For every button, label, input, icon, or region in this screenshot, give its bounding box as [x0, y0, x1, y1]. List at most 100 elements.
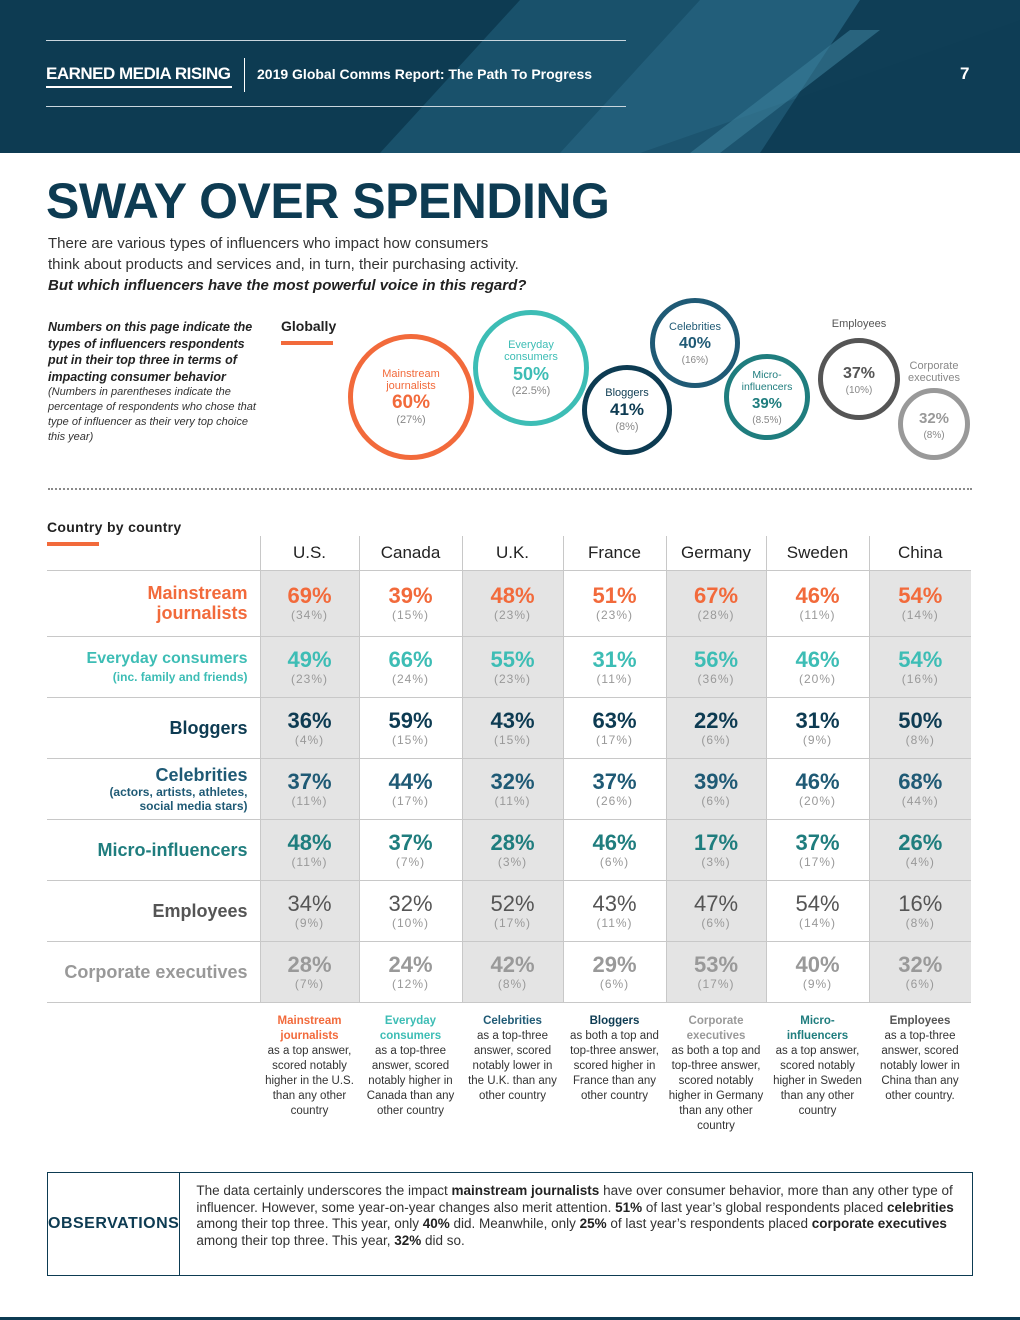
row-label-line: Mainstream [147, 583, 248, 603]
table-row: Mainstream journalists 69% (34%) 39% (15%)… [47, 569, 971, 636]
cell-top: (11%) [291, 854, 328, 869]
cell-value: 67% [693, 583, 739, 608]
header-background [380, 0, 1020, 153]
page-title: SWAY OVER SPENDING [46, 173, 610, 229]
callout-text: as a top-three answer, scored notably lo… [468, 1030, 557, 1102]
obs-segment: among their top three. This year, only [196, 1216, 423, 1231]
cell-top: (28%) [697, 608, 735, 622]
callout: Employees as a top-three answer, scored n… [869, 1014, 971, 1134]
cell-value: 50% [898, 707, 943, 733]
cell-value: 37% [287, 768, 332, 794]
callout-text: as a top-three answer, scored notably hi… [366, 1045, 455, 1117]
column-header: U.S. [259, 536, 359, 570]
bubble-top: (8.5%) [752, 414, 782, 426]
bubble-label: Bloggers [605, 387, 649, 399]
cell-value: 32% [388, 890, 433, 916]
callout-head: Bloggers [589, 1015, 640, 1027]
obs-segment: of last year’s respondents placed [606, 1216, 812, 1231]
table-row: Micro-influencers 48% (11%) 37% (7%) 28% (3… [47, 818, 971, 880]
callout-text: as both a top and top-three answer, scor… [570, 1030, 659, 1102]
cell-top: (12%) [391, 976, 429, 991]
callout-text: as a top-three answer, scored notably lo… [880, 1030, 960, 1102]
observations-text: The data certainly underscores the impac… [180, 1173, 972, 1275]
methodology-note: Numbers on this page indicate the types … [48, 319, 263, 445]
bubble-top: (22.5%) [511, 385, 551, 397]
bubble-pct: 40% [678, 334, 712, 352]
cell-top: (8%) [905, 915, 935, 930]
column-header: Sweden [765, 536, 869, 570]
obs-bold: 32% [394, 1232, 422, 1248]
cell-top: (6%) [599, 854, 630, 869]
cell-value: 59% [388, 707, 433, 733]
cell-top: (23%) [290, 671, 328, 686]
callout: Corporate executives as both a top and to… [666, 1014, 766, 1134]
cell-top: (8%) [905, 732, 935, 747]
cell-value: 26% [898, 829, 943, 855]
cell-top: (36%) [697, 671, 735, 686]
cell-top: (20%) [798, 793, 836, 808]
obs-bold: 51% [615, 1199, 643, 1215]
table-cell: 26% (4%) [868, 818, 971, 880]
cell-top: (3%) [701, 854, 731, 869]
cell-top: (15%) [493, 732, 531, 747]
cell-top: (23%) [493, 608, 531, 622]
column-header: China [868, 536, 971, 570]
cell-value: 40% [795, 951, 840, 977]
section-divider [48, 488, 972, 490]
bubble-everyday-consumers: Everyday consumers 50% (22.5%) [473, 310, 589, 426]
row-label: Micro-influencers [47, 818, 260, 880]
cell-top: (14%) [901, 608, 939, 622]
column-header: U.K. [461, 536, 563, 570]
table-cell: 59% (15%) [358, 696, 462, 758]
cell-value: 16% [898, 890, 943, 916]
table-cell: 69% (34%) [259, 569, 359, 636]
callout-head: Mainstream journalists [277, 1015, 342, 1042]
cell-value: 31% [592, 646, 637, 672]
cell-top: (9%) [294, 915, 325, 930]
cell-value: 46% [795, 583, 840, 608]
table-cell: 37% (26%) [562, 757, 666, 819]
cell-top: (15%) [391, 732, 429, 747]
table-cell: 32% (11%) [461, 757, 563, 819]
country-underline [47, 542, 99, 546]
table-cell: 48% (11%) [259, 818, 359, 880]
table-cell: 56% (36%) [665, 635, 766, 697]
table-cell: 53% (17%) [665, 940, 766, 1003]
cell-value: 28% [287, 951, 332, 977]
callout: Celebrities as a top-three answer, scored… [462, 1014, 563, 1134]
cell-value: 28% [490, 829, 535, 855]
footer-rule [0, 1317, 1020, 1320]
table-cell: 16% (8%) [868, 879, 971, 941]
bubble-pct: 32% [918, 409, 950, 427]
cell-value: 36% [287, 707, 332, 733]
table-cell: 37% (17%) [765, 818, 869, 880]
table-cell: 54% (16%) [868, 635, 971, 697]
bubble-pct: 50% [512, 364, 550, 384]
row-label-line: Micro-influencers [97, 839, 248, 860]
row-label-sub: (inc. family and friends) [112, 669, 248, 684]
cell-top: (11%) [494, 793, 531, 808]
cell-value: 63% [592, 707, 637, 733]
column-header: Canada [358, 536, 462, 570]
page-number: 7 [960, 64, 970, 83]
cell-top: (7%) [294, 976, 325, 991]
callout: Mainstream journalists as a top answer, s… [260, 1014, 359, 1134]
header-separator [244, 58, 245, 92]
table-cell: 39% (15%) [358, 569, 462, 636]
header-rule-bottom [46, 106, 626, 107]
table-row: Bloggers 36% (4%) 59% (15%) 43% (15%) 63% (1… [47, 696, 971, 758]
cell-top: (10%) [391, 915, 429, 930]
table-cell: 51% (23%) [562, 569, 666, 636]
observations-box: OBSERVATIONS The data certainly undersco… [47, 1172, 973, 1276]
row-label-sub: social media stars) [139, 798, 248, 813]
row-label: Mainstream journalists [47, 569, 260, 636]
cell-value: 69% [287, 583, 332, 608]
obs-bold: corporate executives [811, 1216, 947, 1231]
table-cell: 48% (23%) [461, 569, 563, 636]
cell-value: 51% [592, 583, 637, 608]
cell-value: 39% [388, 583, 433, 608]
column-header: France [562, 536, 666, 570]
table-cell: 37% (7%) [358, 818, 462, 880]
cell-top: (6%) [905, 976, 935, 991]
table-cell: 50% (8%) [868, 696, 971, 758]
